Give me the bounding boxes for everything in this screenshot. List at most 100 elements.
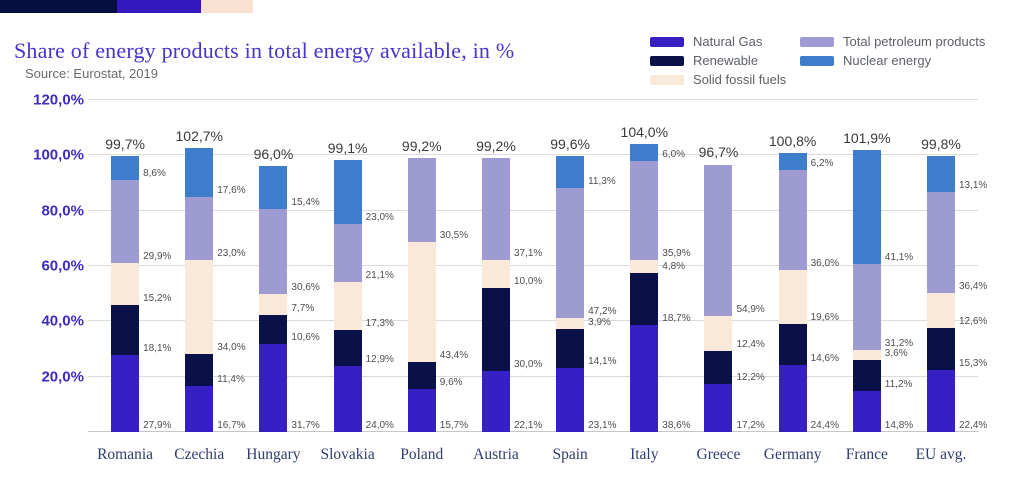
bar-cell-germany: 100,8% 24,4% 14,6% 19,6% 36,0% 6,2% Germany [756,100,839,463]
value-label-romania-renewable: 18,1% [143,342,172,354]
value-label-spain-solid-fossil-fuels: 3,9% [588,317,611,329]
legend-label-natural-gas: Natural Gas [693,34,763,49]
bar-slovakia [333,160,362,432]
x-label-spain: Spain [552,446,588,463]
bar-germany-total-petroleum-products [778,170,807,270]
chart-legend: Natural Gas Renewable Solid fossil fuels To… [650,32,985,89]
bar-greece-total-petroleum-products [704,164,733,317]
bar-cell-hungary: 96,0% 31,7% 10,6% 7,7% 30,6% 15,4% Hungary [236,100,319,463]
x-label-italy: Italy [630,446,659,463]
value-label-czechia-natural-gas: 16,7% [217,420,246,431]
bar-greece-solid-fossil-fuels [704,316,733,351]
value-label-eu-avg-nuclear-energy: 13,1% [958,180,988,192]
top-bar-segment-cream [201,0,253,13]
value-label-poland-solid-fossil-fuels: 43,4% [439,350,469,362]
top-bar-segment-indigo [117,0,201,13]
page-title: Share of energy products in total energy… [14,38,515,63]
value-label-italy-nuclear-energy: 6,0% [662,148,686,160]
bar-germany [778,153,807,432]
legend-item-renewable: Renewable [650,51,800,70]
value-label-greece-solid-fossil-fuels: 12,4% [736,338,765,350]
bar-germany-nuclear-energy [778,153,807,171]
bar-cell-italy: 104,0% 38,6% 18,7% 4,8% 35,9% 6,0% Italy [607,100,691,463]
bar-slovakia-solid-fossil-fuels [333,282,362,330]
gridline-80pct [88,209,978,211]
bar-hungary-renewable [259,314,288,345]
bar-spain-solid-fossil-fuels [556,318,585,330]
bar-germany-natural-gas [778,364,807,432]
total-label-czechia: 102,7% [175,127,223,144]
legend-swatch-renewable [650,55,684,66]
value-label-greece-total-petroleum-products: 54,9% [736,304,765,316]
y-tick-80: 80,0% [41,202,84,220]
gridline-20pct [88,375,978,377]
bar-hungary-solid-fossil-fuels [259,293,288,315]
value-label-hungary-natural-gas: 31,7% [291,420,320,431]
value-label-spain-total-petroleum-products: 47,2% [588,306,617,318]
total-label-hungary: 96,0% [253,146,294,163]
bar-italy-natural-gas [630,325,659,432]
value-label-romania-nuclear-energy: 8,6% [143,167,166,179]
bar-poland-solid-fossil-fuels [407,241,436,363]
bar-spain-total-petroleum-products [556,187,585,319]
legend-label-renewable: Renewable [693,53,759,68]
value-label-austria-natural-gas: 22,1% [513,420,543,431]
legend-item-solid-fossil-fuels: Solid fossil fuels [650,70,800,89]
bar-cell-eu-avg: 99,8% 22,4% 15,3% 12,6% 36,4% 13,1% EU avg. [904,100,988,463]
bar-hungary-nuclear-energy [259,166,288,210]
y-axis: 120,0% 100,0% 80,0% 60,0% 40,0% 20,0% [0,92,84,432]
bar-cell-poland: 99,2% 15,7% 9,6% 43,4% 30,5% Poland [385,100,468,463]
value-label-eu-avg-natural-gas: 22,4% [958,420,988,431]
value-label-slovakia-renewable: 12,9% [365,353,394,365]
value-label-austria-solid-fossil-fuels: 10,0% [513,275,543,287]
value-label-france-solid-fossil-fuels: 3,6% [884,348,908,360]
bar-cell-spain: 99,6% 23,1% 14,1% 3,9% 47,2% 11,3% Spain [533,100,616,463]
value-label-slovakia-solid-fossil-fuels: 17,3% [365,317,394,329]
value-label-greece-natural-gas: 17,2% [736,420,765,431]
x-label-poland: Poland [400,446,444,463]
value-label-poland-renewable: 9,6% [439,376,463,388]
gridline-40pct [88,320,978,322]
total-label-romania: 99,7% [105,136,145,153]
bar-italy-nuclear-energy [630,144,659,161]
bar-poland-total-petroleum-products [407,157,436,242]
value-label-eu-avg-total-petroleum-products: 36,4% [958,280,988,292]
bar-austria-solid-fossil-fuels [481,260,510,288]
bar-romania-nuclear-energy [111,156,140,180]
bar-austria-total-petroleum-products [481,157,510,261]
x-label-eu-avg: EU avg. [915,446,967,463]
bar-france-total-petroleum-products [852,263,881,351]
x-label-hungary: Hungary [246,446,301,463]
value-label-spain-renewable: 14,1% [588,356,617,368]
value-label-germany-renewable: 14,6% [810,352,839,364]
value-label-austria-total-petroleum-products: 37,1% [513,248,543,260]
bar-france-renewable [852,360,881,392]
legend-swatch-nuclear-energy [800,55,834,66]
gridline-120pct [88,99,978,100]
decorative-top-bar [0,0,253,13]
bar-romania-natural-gas [111,354,140,432]
legend-label-total-petroleum-products: Total petroleum products [843,34,986,49]
bar-czechia-total-petroleum-products [185,196,214,261]
total-label-poland: 99,2% [401,137,442,154]
total-label-france: 101,9% [843,130,891,147]
value-label-poland-total-petroleum-products: 30,5% [439,229,469,241]
bar-czechia-renewable [185,354,214,386]
total-label-spain: 99,6% [550,136,590,153]
total-label-greece: 96,7% [698,144,739,161]
gridline-100pct [88,154,978,156]
y-tick-20: 20,0% [41,368,84,386]
total-label-slovakia: 99,1% [327,140,368,157]
y-tick-100: 100,0% [33,146,84,164]
bar-slovakia-nuclear-energy [333,160,362,224]
legend-label-nuclear-energy: Nuclear energy [843,53,932,68]
value-label-france-natural-gas: 14,8% [884,420,914,431]
total-label-eu-avg: 99,8% [921,135,961,152]
bar-germany-renewable [778,324,807,365]
bar-cell-slovakia: 99,1% 24,0% 12,9% 17,3% 21,1% 23,0% Slovakia [311,100,393,463]
value-label-germany-total-petroleum-products: 36,0% [810,257,839,269]
value-label-hungary-renewable: 10,6% [291,332,320,344]
bar-spain [556,156,585,432]
value-label-france-renewable: 11,2% [884,379,913,391]
value-label-hungary-nuclear-energy: 15,4% [291,197,320,209]
